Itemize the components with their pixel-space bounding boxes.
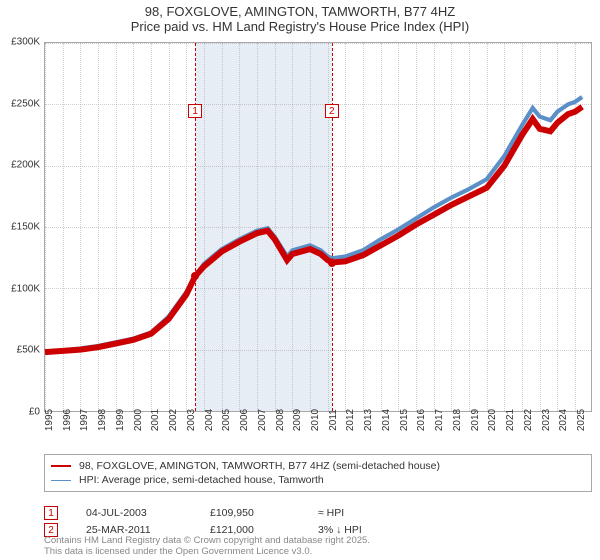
y-tick-label: £0 [29, 407, 40, 418]
x-tick-label: 1996 [62, 409, 73, 431]
sale-flag-icon: 2 [325, 104, 339, 118]
sale-marker-icon [191, 272, 199, 280]
y-tick-label: £150K [11, 222, 40, 233]
x-tick-label: 2007 [257, 409, 268, 431]
x-tick-label: 2015 [399, 409, 410, 431]
x-tick-label: 2003 [186, 409, 197, 431]
x-tick-label: 2010 [310, 409, 321, 431]
x-tick-label: 2004 [204, 409, 215, 431]
legend-box: 98, FOXGLOVE, AMINGTON, TAMWORTH, B77 4H… [44, 454, 592, 492]
x-tick-label: 1998 [97, 409, 108, 431]
sale-delta: ≈ HPI [318, 507, 344, 519]
x-tick-label: 2005 [221, 409, 232, 431]
sale-flag-icon: 1 [188, 104, 202, 118]
x-tick-label: 2022 [523, 409, 534, 431]
x-tick-label: 2025 [576, 409, 587, 431]
sale-date: 04-JUL-2003 [86, 507, 182, 519]
x-tick-label: 2006 [239, 409, 250, 431]
chart-container: 98, FOXGLOVE, AMINGTON, TAMWORTH, B77 4H… [0, 0, 600, 560]
series-line-hpi [45, 97, 582, 352]
credit-line: This data is licensed under the Open Gov… [44, 547, 592, 558]
x-tick-label: 2018 [452, 409, 463, 431]
y-tick-label: £250K [11, 98, 40, 109]
title-address: 98, FOXGLOVE, AMINGTON, TAMWORTH, B77 4H… [0, 4, 600, 19]
y-tick-label: £300K [11, 37, 40, 48]
x-tick-label: 2014 [381, 409, 392, 431]
plot-area: 12 [44, 42, 592, 412]
x-tick-label: 2020 [487, 409, 498, 431]
y-tick-label: £200K [11, 160, 40, 171]
y-axis: £0£50K£100K£150K£200K£250K£300K [0, 42, 44, 412]
x-tick-label: 2017 [434, 409, 445, 431]
legend-label: 98, FOXGLOVE, AMINGTON, TAMWORTH, B77 4H… [79, 460, 440, 472]
x-tick-label: 2002 [168, 409, 179, 431]
x-tick-label: 1997 [79, 409, 90, 431]
x-tick-label: 2013 [363, 409, 374, 431]
x-tick-label: 2009 [292, 409, 303, 431]
sale-price: £109,950 [210, 507, 290, 519]
title-block: 98, FOXGLOVE, AMINGTON, TAMWORTH, B77 4H… [0, 0, 600, 34]
legend-label: HPI: Average price, semi-detached house,… [79, 474, 324, 486]
x-tick-label: 1995 [44, 409, 55, 431]
x-tick-label: 2008 [275, 409, 286, 431]
x-tick-label: 2001 [150, 409, 161, 431]
x-tick-label: 2012 [345, 409, 356, 431]
legend-swatch-icon [51, 465, 71, 467]
x-tick-label: 2016 [416, 409, 427, 431]
series-line-price_paid [45, 107, 582, 352]
x-tick-label: 2019 [470, 409, 481, 431]
y-tick-label: £50K [17, 345, 40, 356]
x-tick-label: 1999 [115, 409, 126, 431]
sale-row: 1 04-JUL-2003 £109,950 ≈ HPI [44, 506, 592, 520]
x-axis: 1995199619971998199920002001200220032004… [44, 414, 592, 450]
x-tick-label: 2000 [133, 409, 144, 431]
x-tick-label: 2011 [328, 409, 339, 431]
legend-item: HPI: Average price, semi-detached house,… [51, 473, 585, 487]
plot-svg [45, 43, 591, 411]
x-tick-label: 2024 [558, 409, 569, 431]
sale-flag-icon: 1 [44, 506, 58, 520]
x-tick-label: 2023 [541, 409, 552, 431]
credit-text: Contains HM Land Registry data © Crown c… [44, 536, 592, 558]
y-tick-label: £100K [11, 283, 40, 294]
sale-marker-icon [328, 259, 336, 267]
title-subtitle: Price paid vs. HM Land Registry's House … [0, 19, 600, 34]
x-tick-label: 2021 [505, 409, 516, 431]
legend-swatch-icon [51, 480, 71, 481]
legend-item: 98, FOXGLOVE, AMINGTON, TAMWORTH, B77 4H… [51, 459, 585, 473]
